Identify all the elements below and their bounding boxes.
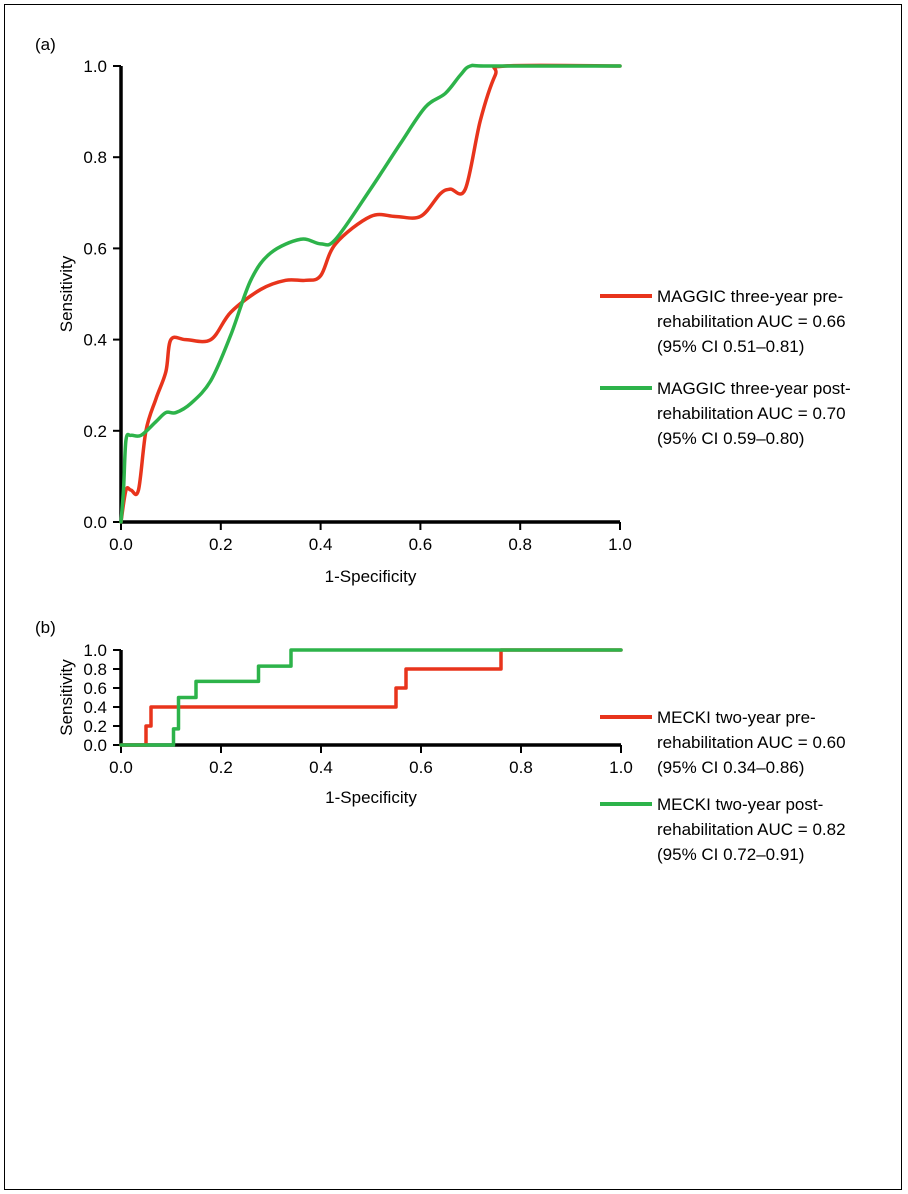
legend-entry-text: (95% CI 0.51–0.81)	[657, 337, 804, 356]
panel-label: (a)	[35, 35, 56, 54]
y-tick-label: 0.6	[83, 239, 107, 258]
chart-panel-a: (a) 0.0 0.2 0.4 0.6 0.8 1.0 0.0 0.2 0.4 0.6 0.8 1.0 1…	[35, 35, 851, 586]
x-axis-title: 1-Specificity	[325, 567, 417, 586]
legend-entry-text: (95% CI 0.34–0.86)	[657, 758, 804, 777]
y-tick-label: 0.8	[83, 660, 107, 679]
y-tick-label: 1.0	[83, 641, 107, 660]
panel-label: (b)	[35, 618, 56, 637]
y-tick-label: 0.8	[83, 148, 107, 167]
legend-entry-text: (95% CI 0.59–0.80)	[657, 429, 804, 448]
legend-entry-text: MAGGIC three-year post-	[657, 379, 851, 398]
x-tick-label: 0.6	[409, 758, 433, 777]
y-tick-label: 0.4	[83, 331, 107, 350]
legend-entry-text: MECKI two-year post-	[657, 795, 823, 814]
x-tick-label: 0.2	[209, 758, 233, 777]
series-line-post-rehabilitation	[119, 63, 622, 524]
chart-panel-b: (b)0.00.20.40.60.81.00.0 0.2 0.4 0.6 0.8 1.01…	[35, 618, 846, 864]
y-tick-label: 0.0	[83, 736, 107, 755]
x-tick-label: 0.2	[209, 535, 233, 554]
y-tick-label: 0.0	[83, 513, 107, 532]
y-axis-title: Sensitivity	[57, 255, 76, 332]
x-tick-label: 0.8	[509, 758, 533, 777]
legend-entry-text: rehabilitation AUC = 0.60	[657, 733, 846, 752]
legend-entry-text: rehabilitation AUC = 0.82	[657, 820, 846, 839]
series-line-post-rehabilitation	[119, 648, 623, 747]
y-axis-title: Sensitivity	[57, 659, 76, 736]
x-axis-title: 1-Specificity	[325, 788, 417, 807]
y-tick-label: 0.2	[83, 717, 107, 736]
y-tick-label: 0.6	[83, 679, 107, 698]
y-tick-label: 0.2	[83, 422, 107, 441]
figure-frame	[4, 4, 902, 1190]
x-tick-label: 1.0	[609, 758, 633, 777]
x-tick-label: 0.4	[309, 535, 333, 554]
x-tick-label: 0.6	[409, 535, 433, 554]
series-line-pre-rehabilitation	[119, 648, 623, 747]
x-tick-label: 0.0	[109, 535, 133, 554]
y-tick-label: 0.4	[83, 698, 107, 717]
legend-entry-text: MAGGIC three-year pre-	[657, 287, 843, 306]
x-tick-label: 0.8	[508, 535, 532, 554]
series-line-pre-rehabilitation	[119, 63, 622, 524]
y-tick-label: 1.0	[83, 57, 107, 76]
legend-entry-text: rehabilitation AUC = 0.70	[657, 404, 846, 423]
x-tick-label: 1.0	[608, 535, 632, 554]
x-tick-label: 0.0	[109, 758, 133, 777]
legend-entry-text: (95% CI 0.72–0.91)	[657, 845, 804, 864]
x-tick-label: 0.4	[309, 758, 333, 777]
legend-entry-text: rehabilitation AUC = 0.66	[657, 312, 846, 331]
legend-entry-text: MECKI two-year pre-	[657, 708, 816, 727]
